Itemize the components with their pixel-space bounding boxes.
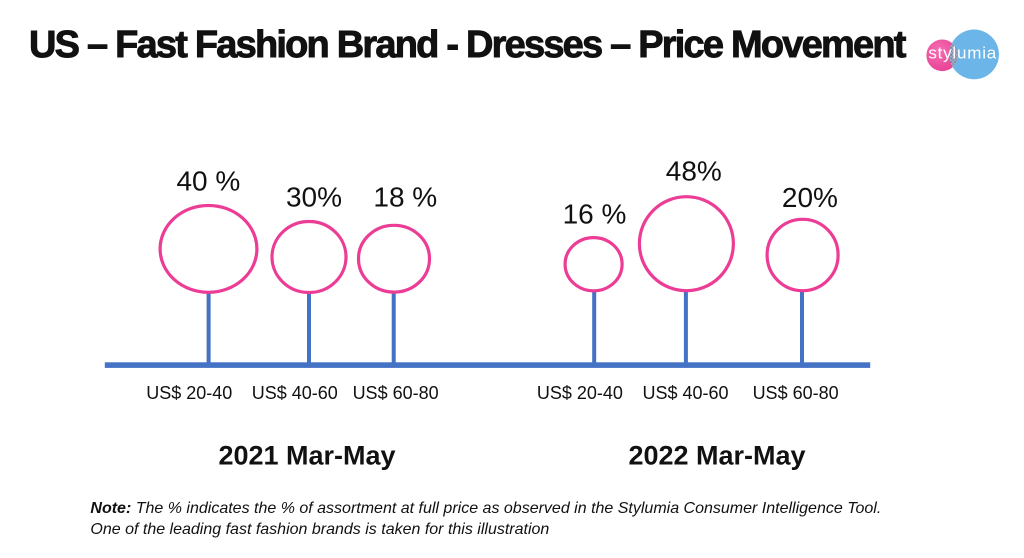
svg-text:2022 Mar-May: 2022 Mar-May (628, 440, 805, 470)
svg-text:20%: 20% (782, 182, 838, 213)
svg-text:US$ 20-40: US$ 20-40 (537, 383, 623, 403)
svg-text:2021 Mar-May: 2021 Mar-May (218, 440, 395, 470)
svg-text:US$ 20-40: US$ 20-40 (146, 383, 232, 403)
svg-text:One of the leading fast fashio: One of the leading fast fashion brands i… (90, 521, 549, 538)
svg-text:US – Fast Fashion Brand - Dres: US – Fast Fashion Brand - Dresses – Pric… (29, 24, 907, 66)
svg-text:US$ 60-80: US$ 60-80 (353, 383, 439, 403)
svg-text:Note: The % indicates the % of: Note: The % indicates the % of assortmen… (90, 500, 881, 517)
svg-text:18 %: 18 % (373, 181, 437, 212)
svg-text:30%: 30% (286, 181, 342, 212)
svg-text:stylumia: stylumia (928, 44, 997, 63)
svg-text:48%: 48% (666, 156, 722, 187)
svg-text:US$ 40-60: US$ 40-60 (252, 383, 338, 403)
svg-text:16 %: 16 % (563, 198, 627, 229)
svg-text:40 %: 40 % (176, 166, 240, 197)
svg-text:US$ 40-60: US$ 40-60 (642, 383, 728, 403)
svg-text:US$ 60-80: US$ 60-80 (753, 383, 839, 403)
